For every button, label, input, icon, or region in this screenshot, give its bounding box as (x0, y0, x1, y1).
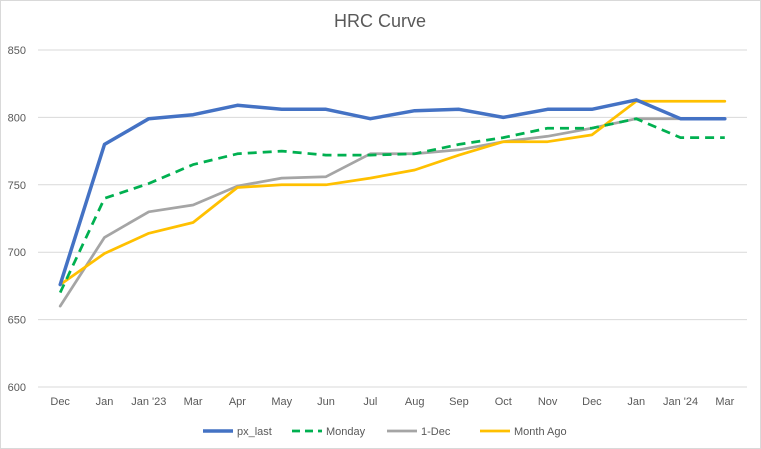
y-tick-labels: 600 650 700 750 800 850 (8, 45, 26, 394)
series-line-month-ago (58, 99, 727, 286)
x-tick-label: Jan '23 (131, 396, 166, 408)
x-tick-label: Mar (184, 396, 203, 408)
x-tick-labels: Dec Jan Jan '23 Mar Apr May Jun Jul Aug Sep Oct Nov… (50, 396, 734, 408)
legend-label: 1-Dec (421, 426, 451, 438)
x-tick-label: May (271, 396, 292, 408)
x-tick-label: Mar (715, 396, 734, 408)
series-line-1-dec (58, 117, 727, 308)
x-tick-label: Dec (582, 396, 602, 408)
x-tick-label: Sep (449, 396, 469, 408)
legend: px_last Monday 1-Dec Month Ago (203, 426, 567, 438)
x-tick-label: Dec (50, 396, 70, 408)
y-tick-label: 800 (8, 112, 26, 124)
x-tick-label: Jun (317, 396, 335, 408)
series-lines (58, 98, 727, 308)
x-tick-label: Jul (363, 396, 377, 408)
x-tick-label: Oct (495, 396, 512, 408)
x-tick-label: Jan (627, 396, 645, 408)
x-tick-label: Jan '24 (663, 396, 698, 408)
series-line-px-last (58, 98, 727, 287)
y-tick-label: 600 (8, 382, 26, 394)
legend-label: Month Ago (514, 426, 567, 438)
x-tick-label: Jan (96, 396, 114, 408)
chart-title: HRC Curve (334, 11, 426, 31)
y-tick-label: 850 (8, 45, 26, 57)
x-tick-label: Nov (538, 396, 558, 408)
legend-label: Monday (326, 426, 366, 438)
x-tick-label: Apr (229, 396, 246, 408)
series-line-monday (58, 117, 725, 294)
y-tick-label: 700 (8, 247, 26, 259)
y-tick-label: 750 (8, 180, 26, 192)
x-tick-label: Aug (405, 396, 425, 408)
legend-label: px_last (237, 426, 272, 438)
y-tick-label: 650 (8, 315, 26, 327)
